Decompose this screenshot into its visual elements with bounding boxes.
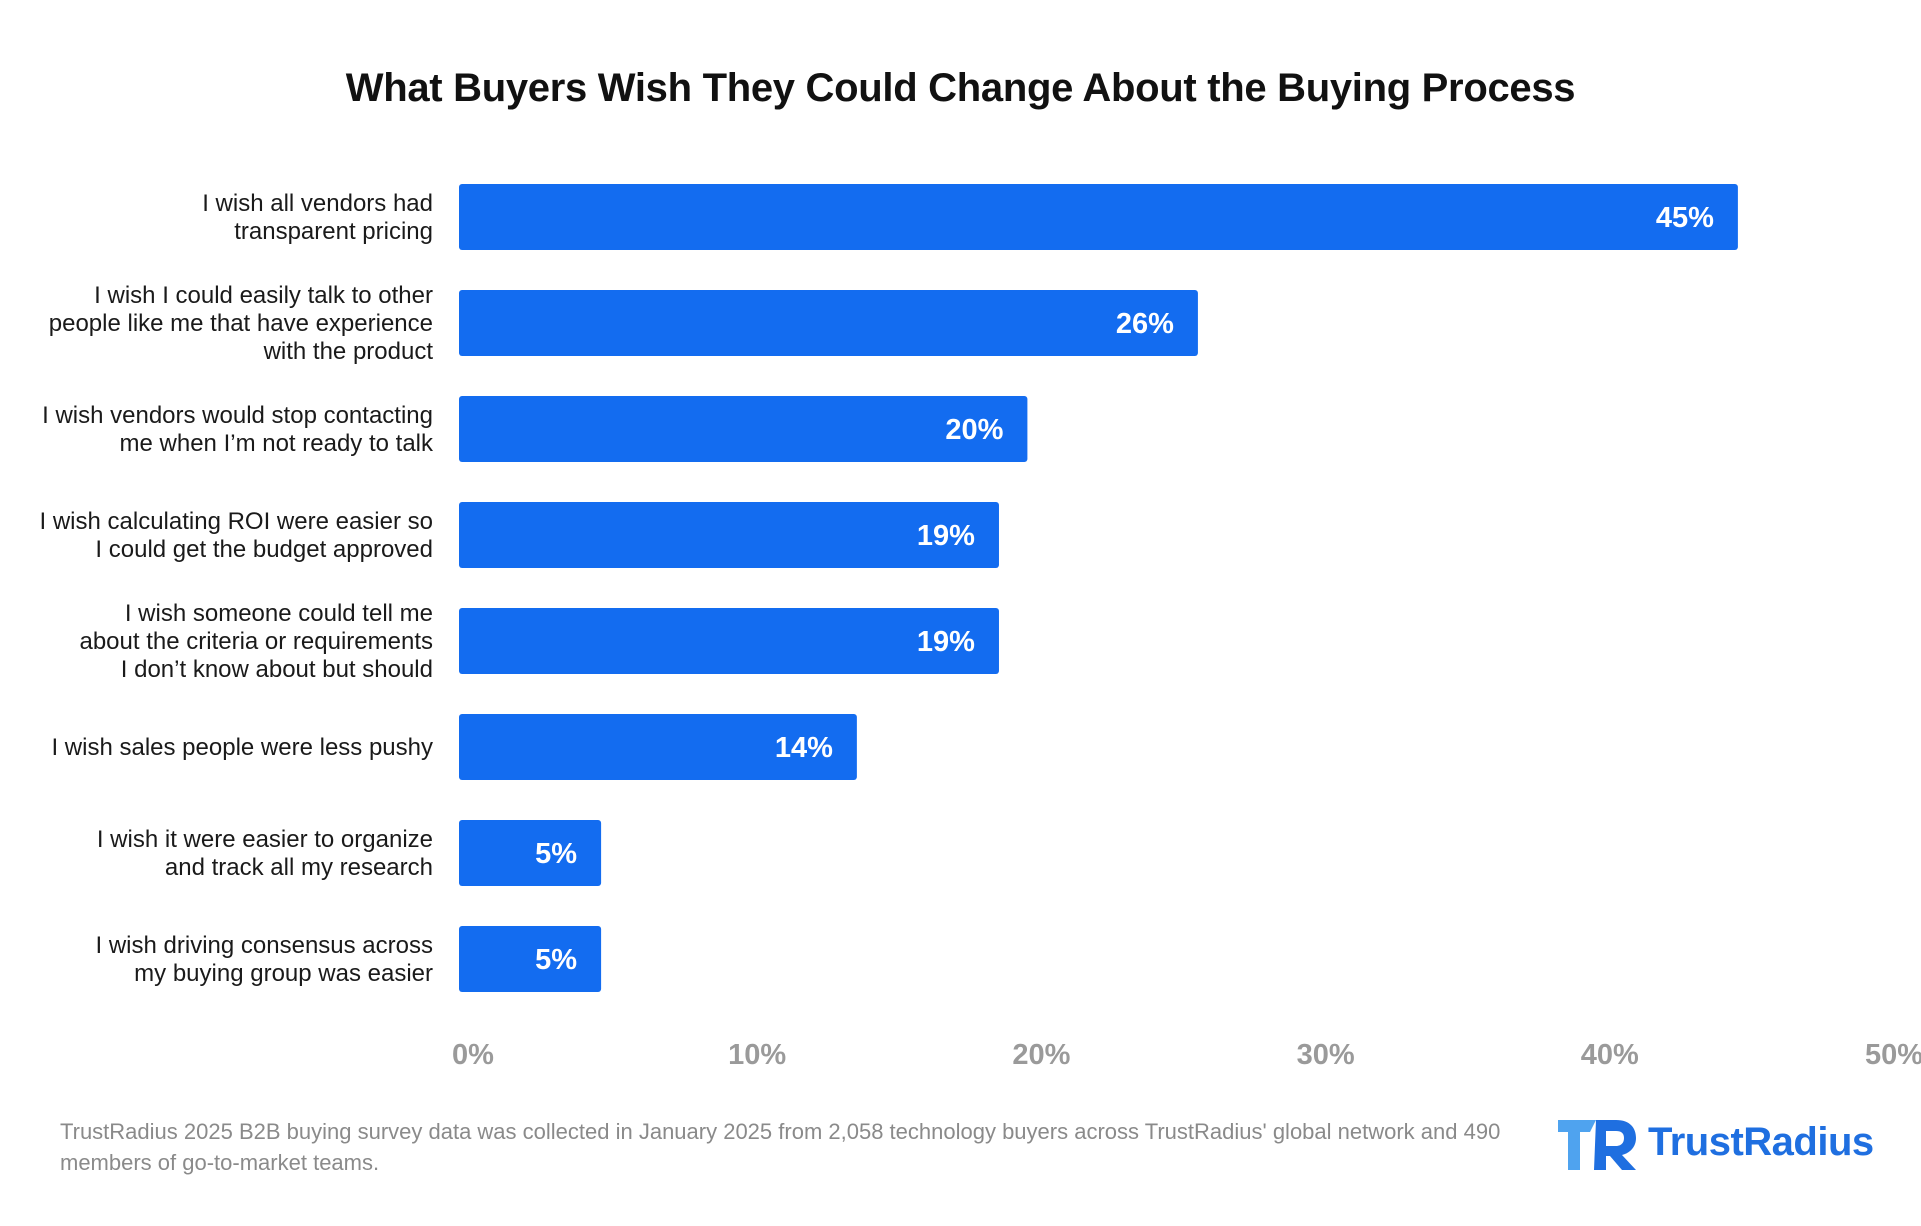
x-tick-label: 20% bbox=[1012, 1039, 1070, 1071]
bar bbox=[459, 502, 999, 568]
category-label-line: I wish I could easily talk to other bbox=[94, 282, 433, 309]
x-tick-label: 30% bbox=[1297, 1039, 1355, 1071]
category-label: I wish driving consensus across my buying… bbox=[96, 932, 433, 987]
bar-value-label: 26% bbox=[1116, 308, 1174, 340]
category-label-line: I wish calculating ROI were easier so bbox=[40, 508, 434, 535]
category-label: I wish all vendors had transparent pricin… bbox=[202, 190, 433, 245]
bar bbox=[459, 608, 999, 674]
category-labels-layer: I wish all vendors had transparent pricin… bbox=[40, 190, 434, 987]
category-label-line: I wish someone could tell me bbox=[125, 600, 433, 627]
bar bbox=[459, 184, 1738, 250]
x-tick-label: 40% bbox=[1581, 1039, 1639, 1071]
category-label-line: I wish driving consensus across bbox=[96, 932, 433, 959]
x-tick-label: 10% bbox=[728, 1039, 786, 1071]
category-label-line: with the product bbox=[263, 338, 434, 365]
category-label-line: transparent pricing bbox=[234, 218, 433, 245]
category-label-line: I could get the budget approved bbox=[95, 536, 433, 563]
bar bbox=[459, 714, 857, 780]
category-label: I wish vendors would stop contacting me w… bbox=[42, 402, 434, 457]
bar-value-label: 5% bbox=[535, 944, 577, 976]
category-label: I wish calculating ROI were easier so I c… bbox=[40, 508, 434, 563]
bar-value-label: 20% bbox=[945, 414, 1003, 446]
category-label-line: I wish vendors would stop contacting bbox=[42, 402, 433, 429]
bar-value-label: 19% bbox=[917, 626, 975, 658]
bar bbox=[459, 396, 1028, 462]
category-label-line: I don’t know about but should bbox=[121, 656, 433, 683]
category-label: I wish someone could tell me about the cr… bbox=[79, 600, 433, 683]
x-tick-label: 50% bbox=[1865, 1039, 1921, 1071]
category-label: I wish I could easily talk to other peopl… bbox=[49, 282, 434, 365]
bar-value-label: 5% bbox=[535, 838, 577, 870]
trustradius-logo-icon bbox=[1558, 1120, 1636, 1170]
bars-layer: 45% 26% 20% 19% 19% 14% 5% 5% bbox=[459, 184, 1738, 992]
chart-title: What Buyers Wish They Could Change About… bbox=[345, 66, 1576, 110]
category-label-line: and track all my research bbox=[165, 854, 433, 881]
category-label: I wish sales people were less pushy bbox=[51, 734, 433, 761]
category-label-line: people like me that have experience bbox=[49, 310, 433, 337]
category-label-line: I wish sales people were less pushy bbox=[51, 734, 433, 761]
footnote: TrustRadius 2025 B2B buying survey data … bbox=[60, 1119, 1501, 1175]
category-label-line: me when I’m not ready to talk bbox=[120, 430, 434, 457]
bar bbox=[459, 820, 602, 886]
bar bbox=[459, 290, 1198, 356]
bar-value-label: 19% bbox=[917, 520, 975, 552]
bar-value-label: 14% bbox=[775, 732, 833, 764]
category-label-line: I wish all vendors had bbox=[202, 190, 433, 217]
category-label: I wish it were easier to organize and tra… bbox=[97, 826, 433, 881]
category-label-line: I wish it were easier to organize bbox=[97, 826, 433, 853]
category-label-line: about the criteria or requirements bbox=[79, 628, 433, 655]
brand-logo[interactable]: TrustRadius bbox=[1556, 1116, 1886, 1174]
x-axis-ticks-layer: 0% 10% 20% 30% 40% 50% bbox=[452, 1039, 1921, 1071]
brand-name: TrustRadius bbox=[1648, 1120, 1874, 1164]
x-tick-label: 0% bbox=[452, 1039, 494, 1071]
bar bbox=[459, 926, 602, 992]
bar-value-label: 45% bbox=[1656, 202, 1714, 234]
category-label-line: my buying group was easier bbox=[134, 960, 433, 987]
